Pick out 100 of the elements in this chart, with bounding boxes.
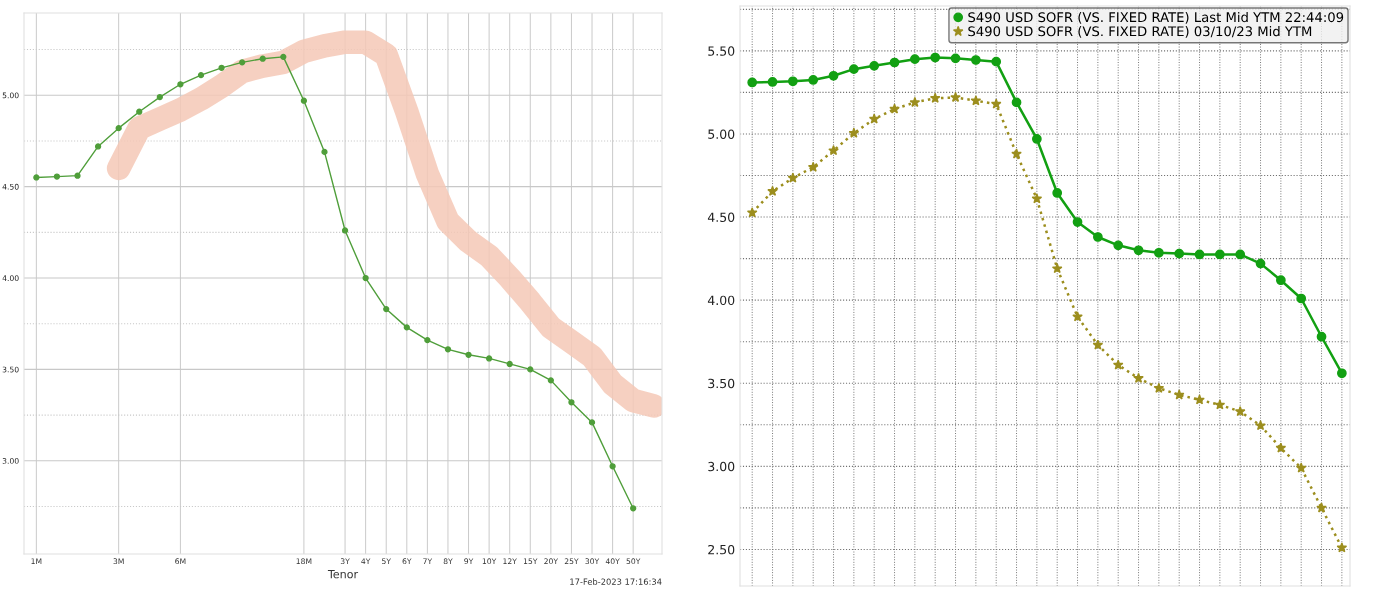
point — [485, 355, 493, 362]
point — [747, 77, 758, 88]
point — [950, 91, 961, 103]
x-axis-title: Tenor — [327, 570, 359, 579]
point — [788, 76, 798, 87]
point — [828, 70, 839, 81]
point — [588, 419, 596, 426]
point — [239, 59, 246, 66]
point — [767, 185, 778, 196]
point — [362, 274, 369, 282]
point — [1336, 542, 1348, 553]
point — [1295, 462, 1307, 473]
point — [74, 172, 81, 179]
point — [1275, 442, 1287, 453]
y-tick-label: 3.50 — [708, 378, 735, 389]
point — [1031, 193, 1043, 204]
point — [1154, 247, 1164, 258]
y-tick-label: 5.50 — [708, 46, 735, 56]
point — [115, 125, 122, 132]
point — [970, 95, 982, 106]
text: 17-Feb-2023 17:16:34 — [570, 578, 662, 585]
point — [1093, 232, 1103, 242]
point — [808, 75, 819, 85]
point — [1133, 372, 1144, 383]
point — [1174, 248, 1185, 259]
point — [929, 92, 941, 103]
point — [1153, 382, 1165, 393]
point — [848, 127, 860, 138]
point — [1337, 368, 1347, 379]
point — [1235, 249, 1246, 260]
point — [1112, 359, 1124, 370]
point — [1052, 188, 1063, 198]
point — [136, 108, 143, 115]
y-tick-label: 4.00 — [707, 295, 735, 306]
point — [1051, 263, 1063, 274]
point — [1316, 502, 1327, 513]
point — [1255, 420, 1266, 431]
point — [930, 52, 941, 63]
point — [849, 64, 859, 75]
y-tick-label: 2.50 — [708, 544, 735, 555]
point — [321, 148, 328, 156]
point — [547, 377, 554, 384]
point — [910, 54, 920, 65]
point — [971, 55, 981, 65]
point — [383, 305, 390, 313]
point — [767, 77, 778, 87]
point — [444, 346, 452, 353]
point — [300, 97, 308, 104]
point — [828, 145, 839, 156]
point — [630, 505, 637, 512]
point — [280, 53, 287, 60]
point — [341, 227, 349, 234]
point — [259, 55, 266, 62]
point — [1215, 249, 1225, 260]
point — [1214, 399, 1226, 410]
point — [527, 366, 534, 373]
point — [424, 337, 431, 344]
point — [1316, 331, 1327, 342]
point — [1234, 405, 1246, 417]
point — [1276, 275, 1286, 286]
point — [1173, 389, 1185, 400]
point — [197, 72, 205, 79]
point — [991, 56, 1002, 67]
y-tick-label: 3.00 — [708, 461, 735, 472]
point — [53, 173, 61, 180]
point — [1072, 217, 1083, 227]
point — [1255, 258, 1266, 269]
point — [869, 60, 880, 71]
point — [990, 98, 1002, 109]
y-tick-label: 4.50 — [707, 212, 735, 222]
point — [807, 161, 819, 172]
point — [94, 143, 102, 150]
point — [403, 324, 410, 331]
point — [889, 103, 900, 114]
point — [950, 53, 961, 64]
point — [787, 172, 799, 183]
point — [568, 399, 575, 406]
legend-label: S490 USD SOFR (VS. FIXED RATE) 03/10/23 Mid YTM — [968, 26, 1312, 38]
legend-label: S490 USD SOFR (VS. FIXED RATE) Last Mid YTM 22:44:09 — [968, 11, 1344, 24]
point — [1133, 245, 1144, 256]
point — [1194, 394, 1205, 405]
point — [218, 64, 225, 71]
point — [1194, 249, 1205, 260]
point — [1011, 97, 1022, 108]
point — [156, 93, 163, 101]
point — [609, 463, 616, 470]
point — [1032, 134, 1042, 144]
point — [909, 96, 921, 108]
y-tick-label: 5.00 — [708, 129, 735, 139]
point — [1072, 311, 1083, 322]
point — [1113, 240, 1124, 251]
point — [1011, 148, 1022, 159]
point — [465, 351, 472, 358]
point — [33, 174, 40, 181]
point — [177, 81, 184, 88]
point — [889, 57, 900, 68]
point — [1296, 293, 1307, 304]
point — [1092, 339, 1104, 350]
point — [506, 360, 513, 368]
point — [746, 207, 758, 218]
